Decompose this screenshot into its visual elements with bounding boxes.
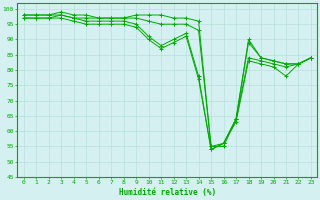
- X-axis label: Humidité relative (%): Humidité relative (%): [119, 188, 216, 197]
